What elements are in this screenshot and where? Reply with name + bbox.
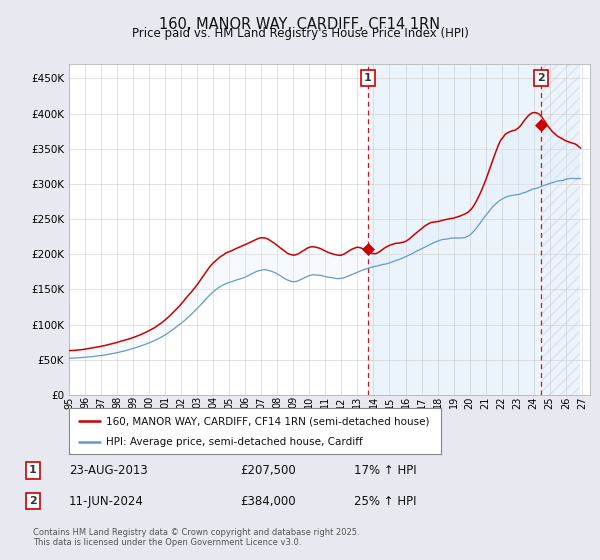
Text: 160, MANOR WAY, CARDIFF, CF14 1RN (semi-detached house): 160, MANOR WAY, CARDIFF, CF14 1RN (semi-… [106, 417, 430, 427]
Text: £207,500: £207,500 [240, 464, 296, 477]
Text: 11-JUN-2024: 11-JUN-2024 [69, 494, 144, 508]
Text: 23-AUG-2013: 23-AUG-2013 [69, 464, 148, 477]
Text: 160, MANOR WAY, CARDIFF, CF14 1RN: 160, MANOR WAY, CARDIFF, CF14 1RN [160, 17, 440, 32]
Text: 2: 2 [29, 496, 37, 506]
Text: Price paid vs. HM Land Registry's House Price Index (HPI): Price paid vs. HM Land Registry's House … [131, 27, 469, 40]
Text: £384,000: £384,000 [240, 494, 296, 508]
Text: HPI: Average price, semi-detached house, Cardiff: HPI: Average price, semi-detached house,… [106, 437, 363, 447]
Text: 25% ↑ HPI: 25% ↑ HPI [354, 494, 416, 508]
Text: 2: 2 [537, 73, 545, 83]
Text: 17% ↑ HPI: 17% ↑ HPI [354, 464, 416, 477]
Text: Contains HM Land Registry data © Crown copyright and database right 2025.
This d: Contains HM Land Registry data © Crown c… [33, 528, 359, 547]
Text: 1: 1 [29, 465, 37, 475]
Text: 1: 1 [364, 73, 372, 83]
